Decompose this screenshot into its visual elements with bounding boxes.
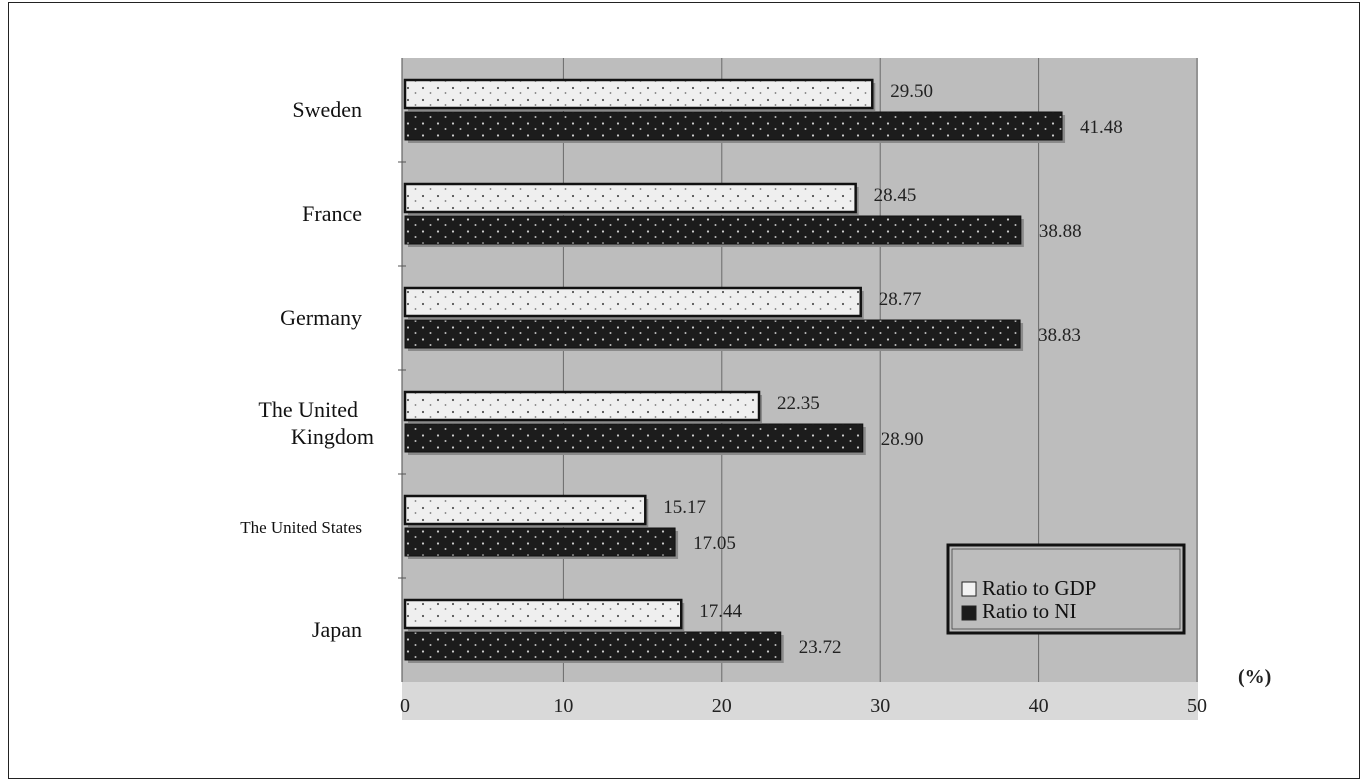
- bars: [403, 78, 1066, 663]
- value-label: 15.17: [663, 497, 706, 518]
- value-label: 38.88: [1039, 221, 1082, 242]
- x-tick-labels: 0 10 20 30 40 50: [400, 695, 1207, 717]
- bar-gdp: [403, 286, 862, 318]
- category-label: Japan: [312, 617, 362, 642]
- category-label: France: [302, 201, 362, 226]
- value-label: 28.77: [879, 289, 922, 310]
- value-label: 17.44: [699, 601, 742, 622]
- category-labels: Sweden France Germany The United Kingdom The …: [240, 97, 374, 642]
- legend-swatch-ni: [961, 605, 977, 621]
- y-category-ticks: [398, 161, 406, 579]
- category-label: The United States: [240, 518, 362, 537]
- bar-gdp: [403, 598, 683, 630]
- value-label: 28.45: [874, 185, 917, 206]
- value-labels: 29.50 41.48 28.45 38.88 28.77 38.83 22.35 28.90…: [663, 81, 1123, 658]
- legend-label-ni: Ratio to NI: [982, 599, 1077, 623]
- value-label: 23.72: [799, 637, 842, 658]
- category-label: Sweden: [292, 97, 362, 122]
- x-tick-label: 0: [400, 695, 410, 717]
- bar-ni: [404, 423, 864, 453]
- category-label: The United Kingdom: [258, 397, 374, 449]
- bar-gdp: [403, 390, 761, 422]
- bar-ni: [404, 527, 676, 557]
- legend-label-gdp: Ratio to GDP: [982, 576, 1096, 600]
- value-label: 29.50: [890, 81, 933, 102]
- bar-ni: [404, 631, 782, 661]
- value-label: 38.83: [1038, 325, 1081, 346]
- legend: Ratio to GDP Ratio to NI: [946, 543, 1186, 635]
- gridlines: [562, 58, 1198, 682]
- bar-ni: [404, 319, 1021, 349]
- category-label: Germany: [280, 305, 362, 330]
- x-tick-label: 10: [553, 695, 573, 717]
- value-label: 28.90: [881, 429, 924, 450]
- x-tick-label: 20: [712, 695, 732, 717]
- legend-inner: [951, 548, 1181, 630]
- x-tick-label: 40: [1029, 695, 1049, 717]
- x-axis-band: [402, 682, 1198, 720]
- x-tick-label: 50: [1187, 695, 1207, 717]
- value-label: 17.05: [693, 533, 736, 554]
- value-label: 41.48: [1080, 117, 1123, 138]
- legend-swatch-gdp: [961, 581, 977, 597]
- legend-box: [946, 543, 1186, 635]
- bar-gdp: [403, 78, 874, 110]
- unit-label: (%): [1238, 666, 1271, 688]
- bar-ni: [404, 215, 1022, 245]
- bar-gdp: [403, 494, 647, 526]
- x-tick-label: 30: [870, 695, 890, 717]
- value-label: 22.35: [777, 393, 820, 414]
- bar-gdp: [403, 182, 857, 214]
- bar-ni: [404, 111, 1063, 141]
